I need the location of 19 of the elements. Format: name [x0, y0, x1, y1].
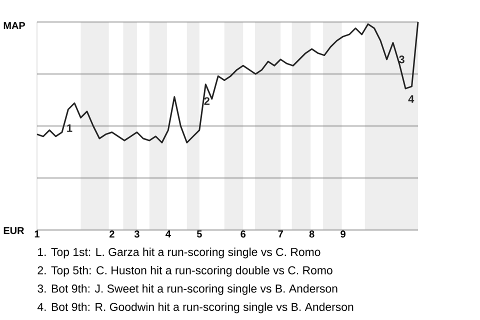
annotation: 3 — [398, 56, 404, 64]
x-tick-label: 3 — [134, 230, 140, 238]
text: MAP — [4, 22, 26, 29]
x-tick-label: 5 — [196, 230, 202, 238]
text: 4. Bot 9th: R. Goodwin hit a run-scoring single vs B. Anderson — [37, 302, 354, 314]
text: EUR — [4, 227, 24, 234]
x-tick-label: 6 — [240, 230, 246, 238]
text: 1. Top 1st: L. Garza hit a run-scoring single vs C. Romo — [38, 248, 320, 258]
x-tick-label: 7 — [278, 230, 283, 238]
annotation: 2 — [204, 97, 210, 105]
text: 3. Bot 9th: J. Sweet hit a run-scoring single vs B. Anderson — [38, 284, 338, 295]
text: 2. Top 5th: C. Huston hit a run-scoring double vs C. Romo — [38, 266, 332, 277]
annotation: 4 — [408, 95, 414, 103]
x-tick-label: 4 — [166, 230, 171, 238]
x-tick-label: 9 — [340, 230, 346, 238]
x-tick-label: 1 — [34, 230, 40, 238]
annotation: 1 — [67, 124, 72, 132]
x-tick-label: 2 — [110, 230, 114, 238]
x-tick-label: 8 — [309, 230, 314, 238]
